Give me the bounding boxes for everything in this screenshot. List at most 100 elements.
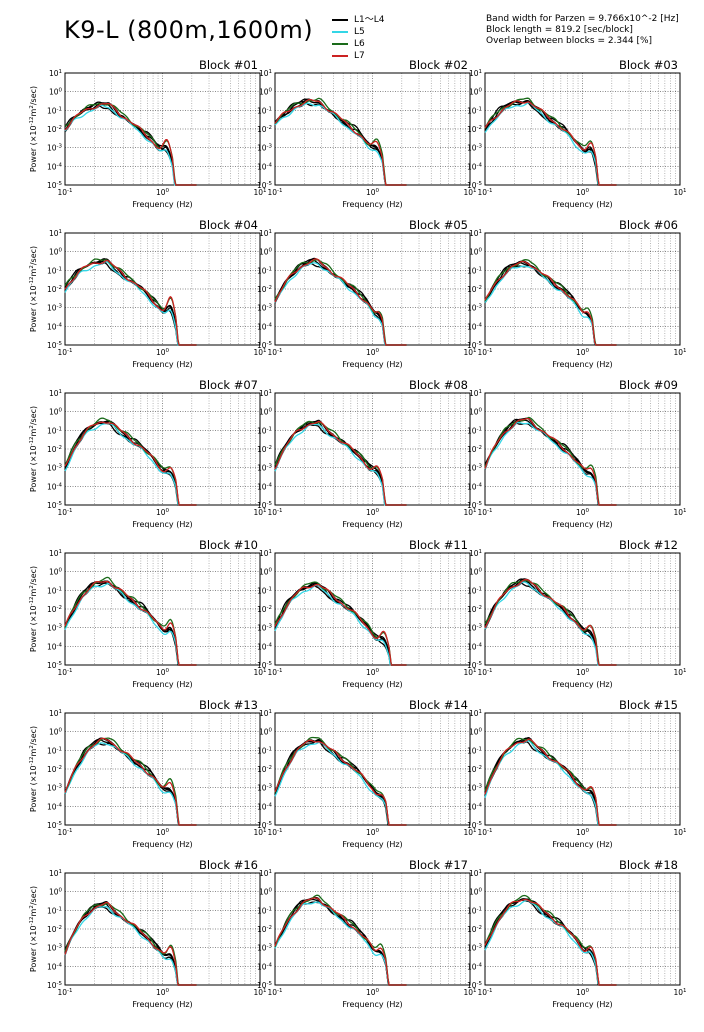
y-tick-label: 100 [469, 568, 483, 577]
x-tick-label: 10-1 [267, 508, 282, 517]
y-tick-label: 10-4 [47, 322, 63, 331]
x-tick-label: 10-1 [267, 668, 282, 677]
x-tick-label: 101 [253, 668, 266, 677]
y-tick-label: 100 [49, 888, 63, 897]
block-title: Block #06 [619, 218, 678, 232]
series-l5 [274, 584, 407, 666]
x-axis-title: Frequency (Hz) [552, 360, 612, 369]
y-tick-label: 10-5 [467, 501, 483, 510]
x-tick-label: 100 [366, 668, 380, 677]
spectrum-panel: Block #02 10-1 100 101 10-5 10-4 10-3 10-2 10-1 1… [257, 58, 477, 209]
x-tick-label: 10-1 [477, 348, 492, 357]
series-l7 [274, 98, 407, 186]
y-tick-label: 10-4 [467, 802, 483, 811]
y-tick-label: 10-2 [47, 285, 62, 294]
y-tick-label: 10-4 [467, 162, 483, 171]
y-tick-label: 10-1 [47, 586, 62, 595]
y-tick-label: 10-3 [257, 624, 273, 633]
block-title: Block #07 [199, 378, 258, 392]
x-axis-title: Frequency (Hz) [342, 680, 402, 689]
legend-label: L7 [354, 51, 365, 61]
block-title: Block #17 [409, 858, 468, 872]
y-tick-label: 10-4 [467, 482, 483, 491]
series-l1-l4 [484, 101, 617, 186]
page-title: K9-L (800m,1600m) [64, 16, 314, 44]
x-tick-label: 101 [673, 188, 686, 197]
y-tick-label: 101 [259, 69, 272, 78]
block-title: Block #08 [409, 378, 468, 392]
block-title: Block #01 [199, 58, 258, 72]
legend: L1～L4 L5 L6 L7 [332, 14, 384, 62]
y-tick-label: 10-4 [257, 962, 273, 971]
y-tick-label: 10-5 [467, 341, 483, 350]
y-tick-label: 10-2 [47, 605, 62, 614]
y-tick-label: 10-5 [257, 661, 273, 670]
y-tick-label: 101 [259, 229, 272, 238]
x-axis-title: Frequency (Hz) [552, 840, 612, 849]
y-tick-label: 100 [259, 88, 273, 97]
x-tick-label: 10-1 [57, 508, 72, 517]
y-tick-label: 10-3 [257, 784, 273, 793]
x-tick-label: 100 [156, 188, 170, 197]
y-tick-label: 10-1 [257, 746, 272, 755]
y-tick-label: 100 [49, 248, 63, 257]
legend-label: L6 [354, 39, 365, 49]
x-axis-title: Frequency (Hz) [132, 360, 192, 369]
spectrum-panel: Block #17 10-1 100 101 10-5 10-4 10-3 10-2 10-1 1… [257, 858, 477, 1009]
spectrum-panel: Block #12 10-1 100 101 10-5 10-4 10-3 10-2 10-1 1… [467, 538, 687, 689]
y-axis-title: Power (×10-12m2/sec) [29, 566, 38, 652]
series-l5 [484, 101, 617, 186]
x-axis-title: Frequency (Hz) [342, 360, 402, 369]
x-axis-title: Frequency (Hz) [342, 520, 402, 529]
y-tick-label: 10-2 [47, 925, 62, 934]
x-tick-label: 10-1 [267, 348, 282, 357]
legend-swatch-l7 [332, 55, 348, 57]
block-title: Block #04 [199, 218, 258, 232]
x-axis-title: Frequency (Hz) [552, 520, 612, 529]
y-tick-label: 10-1 [47, 746, 62, 755]
x-axis-title: Frequency (Hz) [132, 680, 192, 689]
y-tick-label: 100 [469, 888, 483, 897]
series-l7 [274, 258, 407, 346]
series-l5 [64, 422, 197, 506]
series-l7 [274, 583, 407, 666]
y-tick-label: 10-1 [467, 426, 482, 435]
y-tick-label: 101 [49, 549, 62, 558]
y-tick-label: 10-4 [257, 802, 273, 811]
spectrum-panel: Block #03 10-1 100 101 10-5 10-4 10-3 10-2 10-1 1… [467, 58, 687, 209]
y-tick-label: 101 [469, 869, 482, 878]
series-l7 [64, 259, 197, 346]
block-title: Block #18 [619, 858, 678, 872]
x-tick-label: 101 [673, 668, 686, 677]
x-tick-label: 100 [156, 988, 170, 997]
y-tick-label: 10-1 [467, 586, 482, 595]
series-l7 [64, 421, 197, 506]
y-tick-label: 10-1 [257, 106, 272, 115]
x-tick-label: 101 [673, 828, 686, 837]
y-axis-title: Power (×10-12m2/sec) [29, 726, 38, 812]
series-l7 [484, 100, 617, 186]
y-tick-label: 10-3 [467, 784, 483, 793]
x-tick-label: 101 [463, 988, 476, 997]
series-l6 [484, 416, 617, 506]
spectrum-panel: Block #15 10-1 100 101 10-5 10-4 10-3 10-2 10-1 1… [467, 698, 687, 849]
y-tick-label: 10-4 [257, 162, 273, 171]
param-bandwidth: Band width for Parzen = 9.766x10^-2 [Hz] [486, 14, 679, 24]
x-tick-label: 10-1 [477, 828, 492, 837]
series-l7 [484, 899, 617, 986]
spectrum-panel: Block #11 10-1 100 101 10-5 10-4 10-3 10-2 10-1 1… [257, 538, 477, 689]
y-tick-label: 100 [49, 728, 63, 737]
y-tick-label: 10-5 [467, 661, 483, 670]
y-tick-label: 10-3 [47, 784, 63, 793]
spectrum-panel: Block #09 10-1 100 101 10-5 10-4 10-3 10-2 10-1 1… [467, 378, 687, 529]
block-title: Block #13 [199, 698, 258, 712]
y-tick-label: 101 [469, 709, 482, 718]
y-tick-label: 10-2 [47, 445, 62, 454]
spectrum-panel: Block #05 10-1 100 101 10-5 10-4 10-3 10-2 10-1 1… [257, 218, 477, 369]
legend-item: L6 [332, 38, 384, 50]
x-tick-label: 100 [156, 508, 170, 517]
x-tick-label: 100 [576, 188, 590, 197]
y-tick-label: 10-4 [47, 642, 63, 651]
series-l7 [484, 260, 617, 346]
